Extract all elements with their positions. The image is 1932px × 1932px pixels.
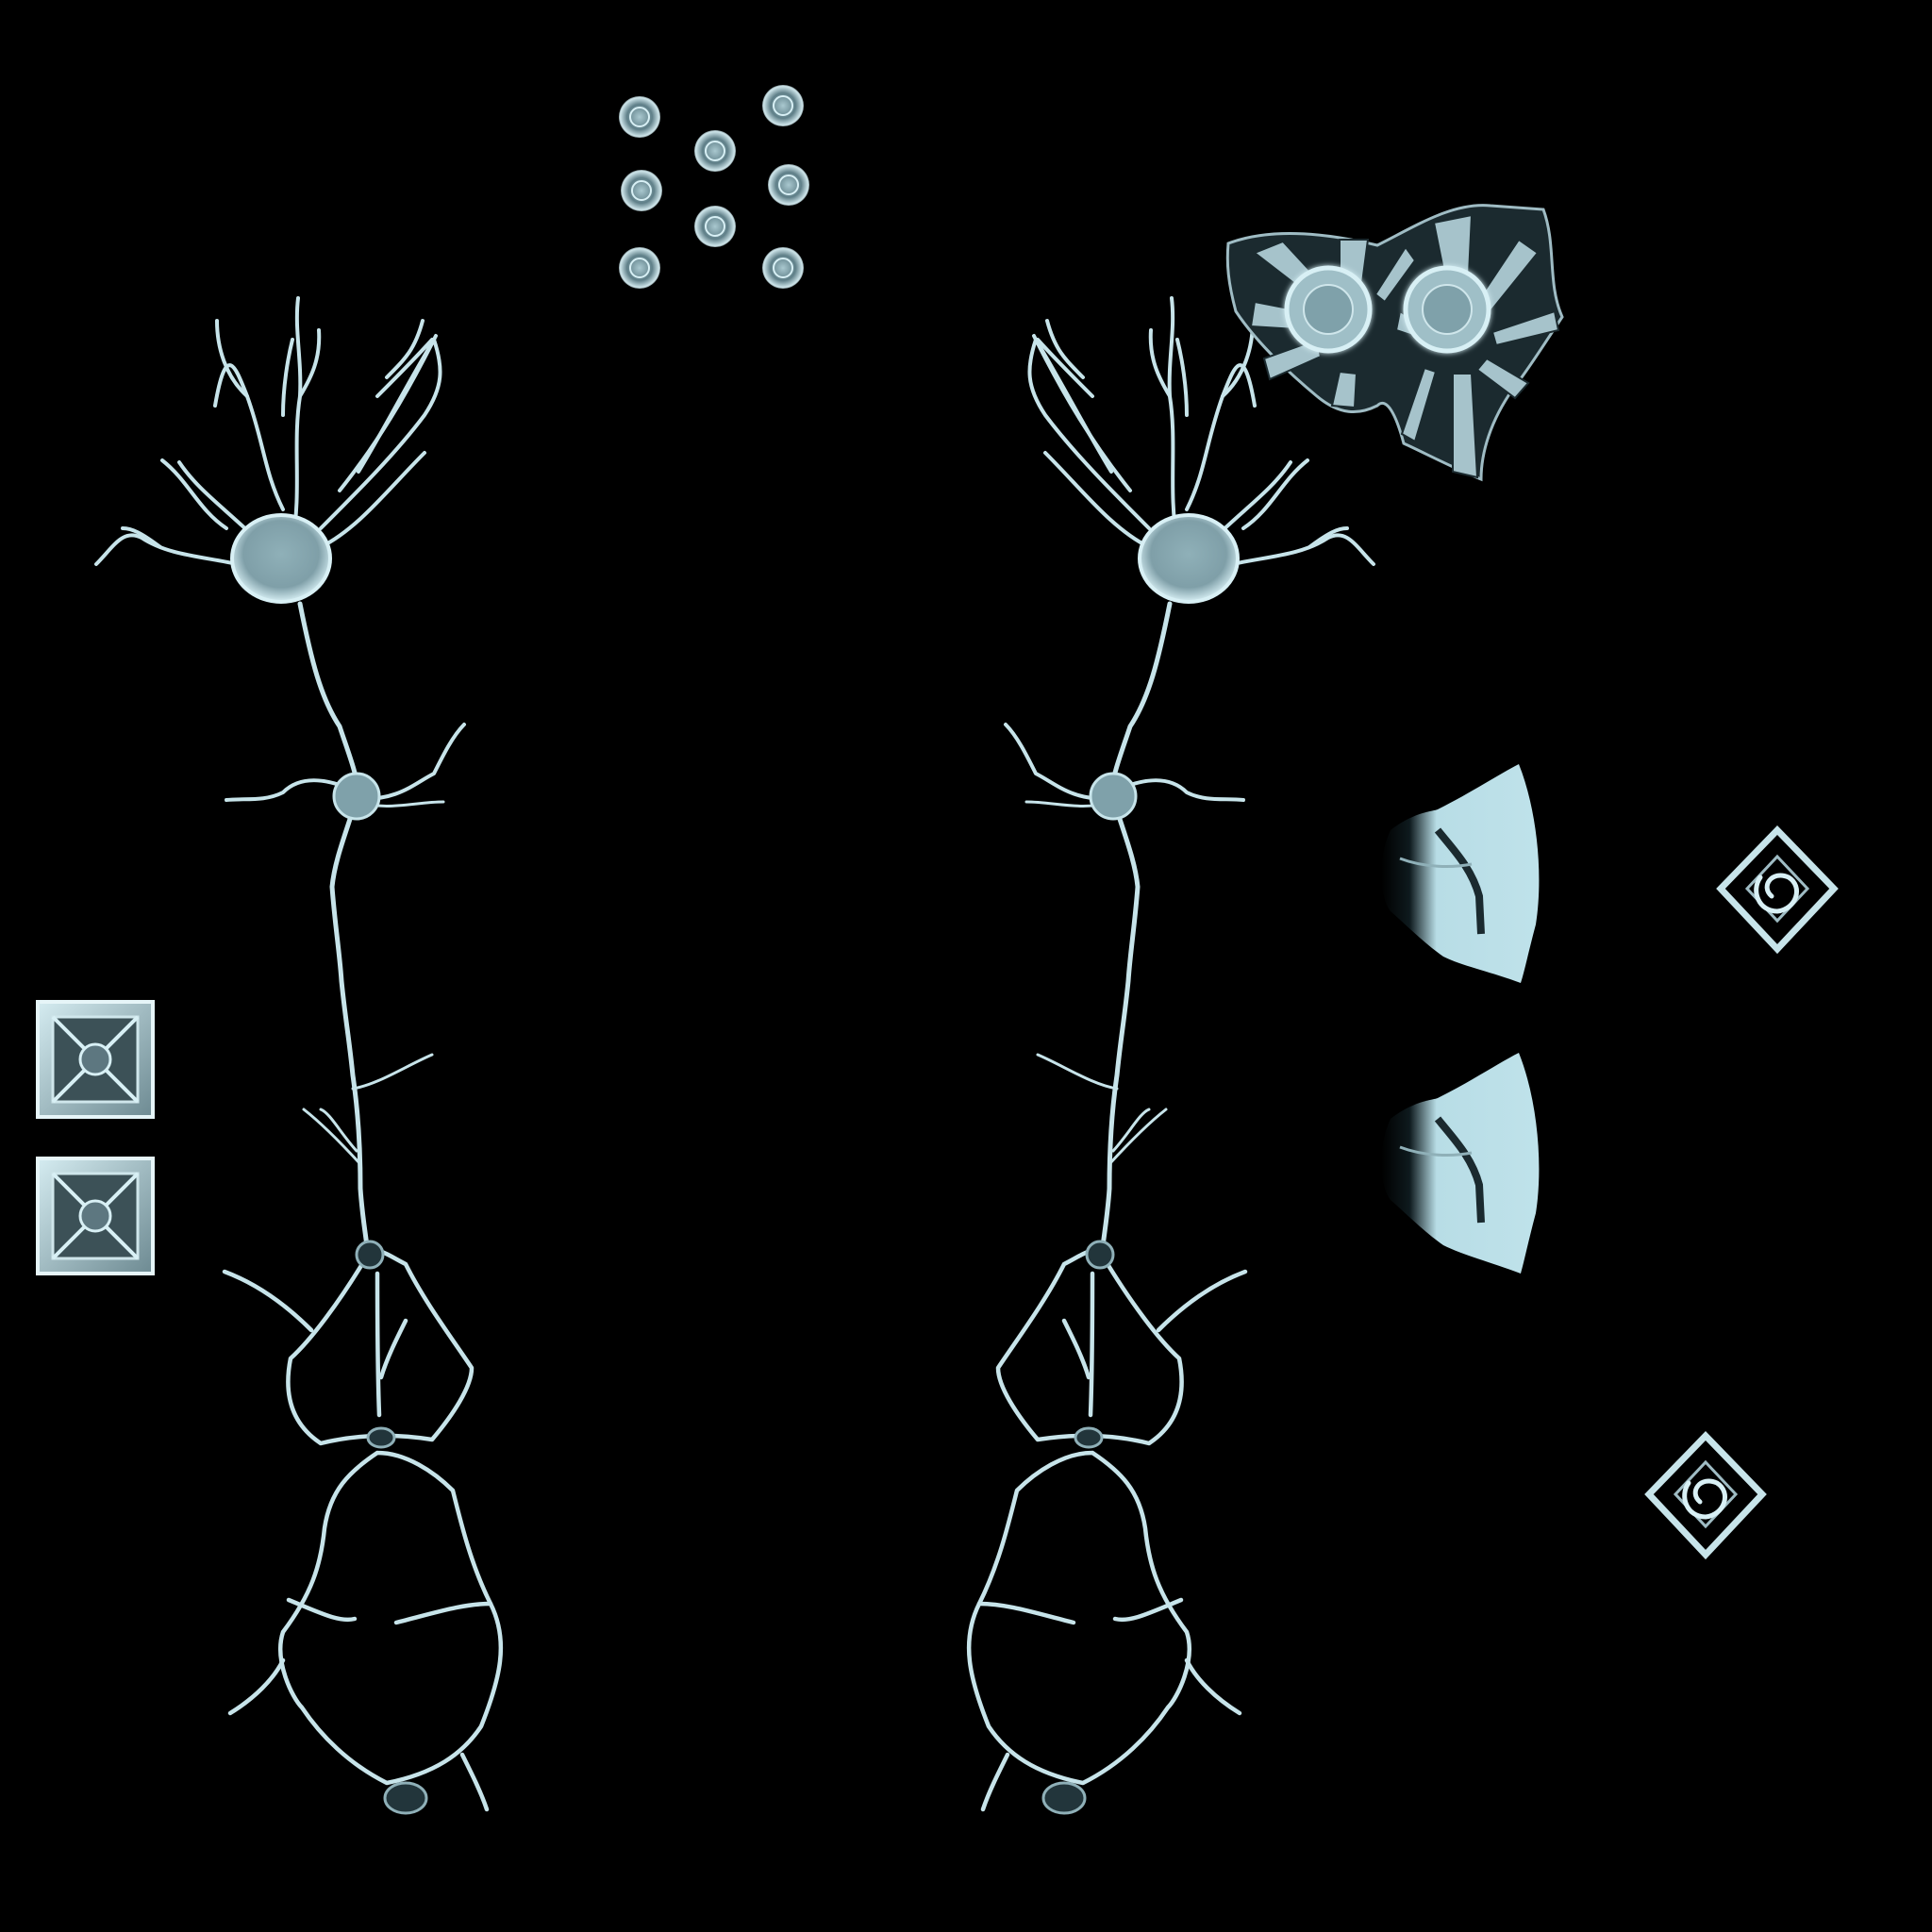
spore-1 xyxy=(619,96,660,138)
spore-5 xyxy=(768,164,809,206)
spiral-diamond-upper xyxy=(1716,824,1839,955)
spore-7 xyxy=(619,247,660,289)
ice-panel-upper xyxy=(1381,764,1540,983)
spore-4 xyxy=(621,170,662,211)
spiral-diamond-lower xyxy=(1644,1430,1767,1560)
spore-2 xyxy=(762,85,804,126)
spore-8 xyxy=(762,247,804,289)
square-tile-lower xyxy=(36,1157,155,1275)
neuron-strand-left xyxy=(94,296,504,1815)
crystal-fan-texture xyxy=(1225,204,1564,482)
square-tile-upper xyxy=(36,1000,155,1119)
spore-cluster xyxy=(619,85,809,289)
neuron-strand-right xyxy=(966,296,1375,1815)
spore-3 xyxy=(694,130,736,172)
ice-panel-lower xyxy=(1381,1053,1540,1274)
spore-6 xyxy=(694,206,736,247)
